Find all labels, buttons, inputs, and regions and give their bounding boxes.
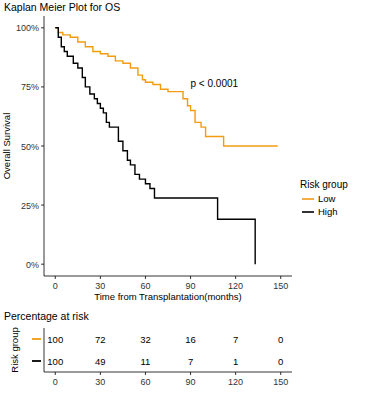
y-tick-label: 75%: [21, 82, 39, 92]
risk-count: 32: [140, 334, 151, 345]
risk-x-tick: [190, 372, 191, 375]
risk-x-tick: [280, 372, 281, 375]
risk-x-axis: [44, 372, 292, 373]
plot-area: [55, 28, 277, 264]
legend-key: [302, 198, 314, 200]
y-tick: [41, 146, 44, 147]
x-tick: [100, 276, 101, 279]
risk-count: 49: [95, 356, 106, 367]
y-tick-label: 0%: [26, 260, 39, 270]
legend-key: [302, 211, 314, 213]
y-tick-label: 100%: [16, 23, 39, 33]
risk-y-axis: [44, 328, 45, 372]
risk-row-key: [32, 360, 41, 362]
legend-label: Low: [318, 193, 336, 204]
risk-count: 0: [278, 356, 283, 367]
x-tick: [235, 276, 236, 279]
x-tick: [280, 276, 281, 279]
x-tick: [145, 276, 146, 279]
x-tick-label: 120: [228, 281, 243, 291]
risk-count: 100: [47, 334, 63, 345]
y-tick: [41, 27, 44, 28]
risk-x-tick-label: 150: [273, 377, 288, 387]
risk-count: 16: [185, 334, 196, 345]
risk-count: 100: [47, 356, 63, 367]
risk-count: 7: [188, 356, 193, 367]
x-tick: [190, 276, 191, 279]
x-axis: [44, 276, 292, 277]
y-tick: [41, 264, 44, 265]
y-axis-label: Overall Survival: [1, 113, 12, 180]
risk-count: 1: [233, 356, 238, 367]
risk-x-tick: [100, 372, 101, 375]
risk-count: 72: [95, 334, 106, 345]
risk-table-label: Risk group: [9, 327, 20, 372]
x-tick-label: 30: [95, 281, 105, 291]
legend-title: Risk group: [300, 179, 348, 190]
risk-count: 0: [278, 334, 283, 345]
x-tick: [55, 276, 56, 279]
y-tick-label: 25%: [21, 201, 39, 211]
risk-table-title: Percentage at risk: [4, 310, 89, 322]
risk-x-tick-label: 90: [186, 377, 196, 387]
x-tick-label: 60: [140, 281, 150, 291]
risk-count: 7: [233, 334, 238, 345]
risk-x-tick-label: 60: [140, 377, 150, 387]
risk-x-tick: [55, 372, 56, 375]
risk-row-key: [32, 338, 41, 340]
x-tick-label: 90: [186, 281, 196, 291]
risk-x-tick-label: 0: [53, 377, 58, 387]
annotation: p < 0.0001: [191, 78, 239, 89]
legend-label: High: [318, 206, 338, 217]
y-tick: [41, 205, 44, 206]
x-axis-label: Time from Transplantation(months): [94, 291, 241, 302]
y-tick-label: 50%: [21, 142, 39, 152]
chart: Kaplan Meier Plot for OS 0% 25% 50% 75% 100% 0…: [0, 0, 378, 400]
risk-x-tick-label: 30: [95, 377, 105, 387]
title: Kaplan Meier Plot for OS: [4, 1, 120, 13]
y-tick: [41, 86, 44, 87]
survival-curve: [55, 28, 255, 264]
risk-x-tick: [235, 372, 236, 375]
risk-x-tick-label: 120: [228, 377, 243, 387]
risk-count: 11: [141, 356, 151, 367]
x-tick-label: 0: [53, 281, 58, 291]
x-tick-label: 150: [273, 281, 288, 291]
risk-x-tick: [145, 372, 146, 375]
